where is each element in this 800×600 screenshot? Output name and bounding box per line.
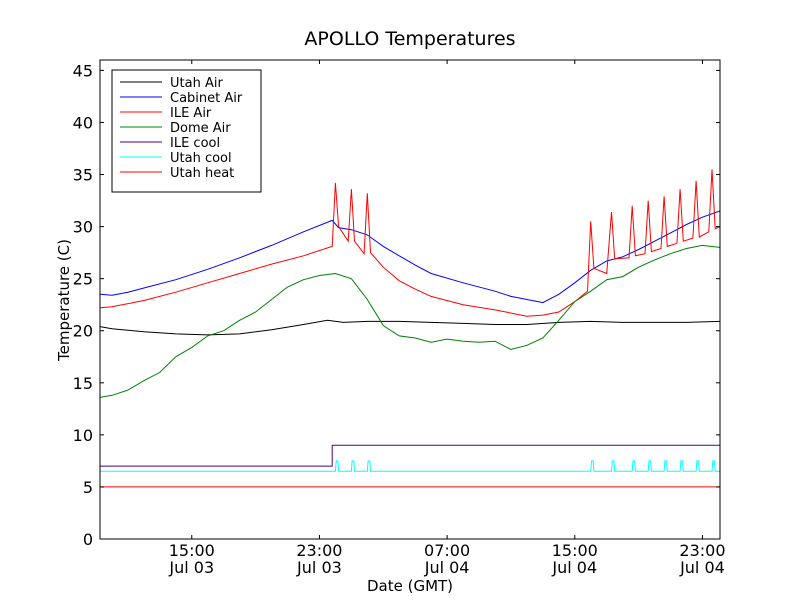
legend-entry-4: ILE cool	[170, 136, 220, 151]
y-tick-label: 25	[73, 270, 93, 289]
x-tick-label: Jul 04	[551, 558, 597, 577]
x-tick-label: 15:00	[169, 541, 215, 560]
x-tick-label: Jul 03	[296, 558, 342, 577]
plot-frame	[99, 59, 721, 540]
y-tick-label: 15	[73, 374, 93, 393]
series-line-5	[100, 460, 720, 472]
y-tick-label: 35	[73, 166, 93, 185]
y-axis-label: Temperature (C)	[55, 239, 73, 362]
series-line-3	[100, 244, 720, 398]
x-tick-label: Jul 04	[424, 558, 470, 577]
legend-entry-2: ILE Air	[170, 106, 212, 121]
x-tick-label: 07:00	[424, 541, 470, 560]
series-line-1	[100, 210, 720, 304]
y-tick-label: 5	[83, 478, 93, 497]
legend-entry-0: Utah Air	[170, 76, 223, 91]
x-axis-label: Date (GMT)	[367, 577, 453, 595]
legend-entry-1: Cabinet Air	[170, 91, 243, 106]
series-line-4	[100, 444, 720, 467]
x-tick-label: 15:00	[552, 541, 598, 560]
series-line-2	[100, 169, 720, 317]
y-tick-label: 10	[73, 426, 93, 445]
x-tick-label: 23:00	[296, 541, 342, 560]
legend-entry-6: Utah heat	[170, 166, 234, 181]
y-tick-label: 40	[73, 113, 93, 132]
y-tick-label: 45	[73, 61, 93, 80]
x-tick-label: Jul 04	[679, 558, 725, 577]
x-tick-label: 23:00	[679, 541, 725, 560]
x-tick-label: Jul 03	[168, 558, 214, 577]
legend-entry-5: Utah cool	[170, 151, 232, 166]
series-line-0	[100, 319, 720, 336]
y-tick-label: 30	[73, 218, 93, 237]
legend-entry-3: Dome Air	[170, 121, 231, 136]
chart-title: APOLLO Temperatures	[304, 28, 515, 50]
y-tick-label: 20	[73, 322, 93, 341]
y-tick-label: 0	[83, 530, 93, 549]
